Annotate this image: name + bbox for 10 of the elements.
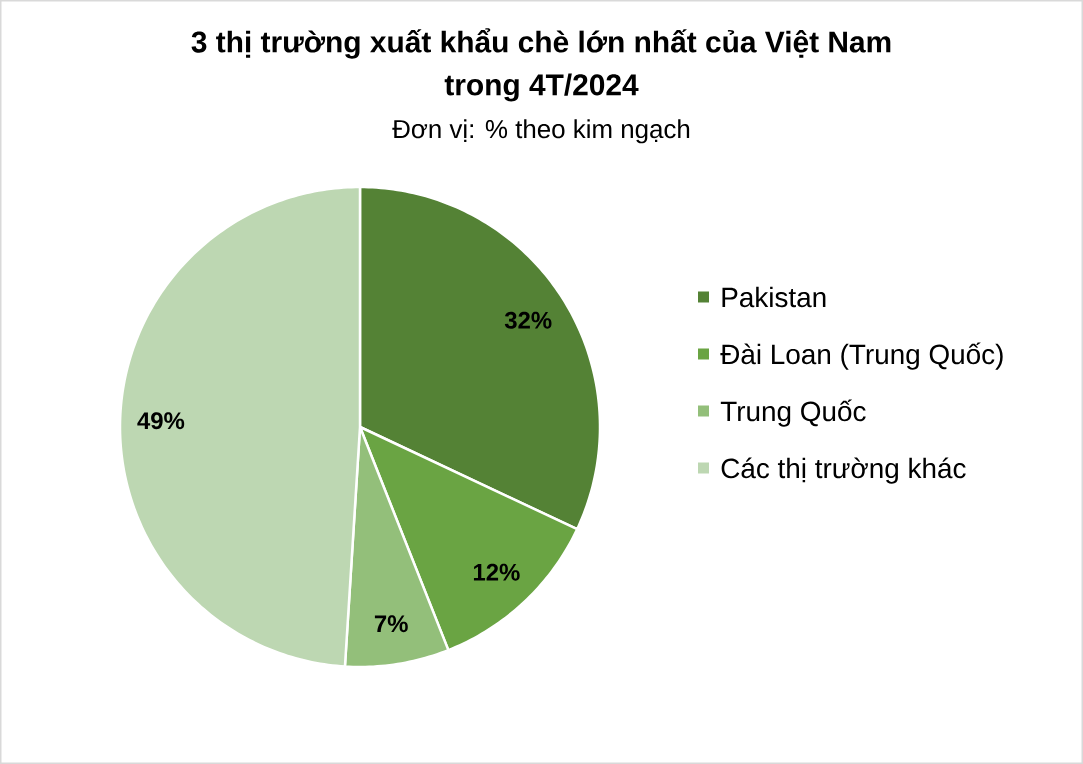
legend-label: Trung Quốc (720, 399, 866, 427)
data-label: 49% (137, 412, 185, 430)
legend-label: Pakistan (722, 286, 826, 308)
data-label: 7% (374, 615, 408, 633)
chart-title: 3 thị trường xuất khẩu chè lớn nhất của Việt Nam trong 4T/2024 (191, 28, 891, 102)
legend-label: Các thị trường khác (721, 457, 966, 484)
data-label: 32% (504, 311, 552, 329)
chart-subtitle: Đơn vị: % theo kim ngạch (392, 119, 690, 144)
data-label: 12% (473, 563, 520, 581)
legend-label: Đài Loan (Trung Quốc) (720, 342, 1003, 370)
